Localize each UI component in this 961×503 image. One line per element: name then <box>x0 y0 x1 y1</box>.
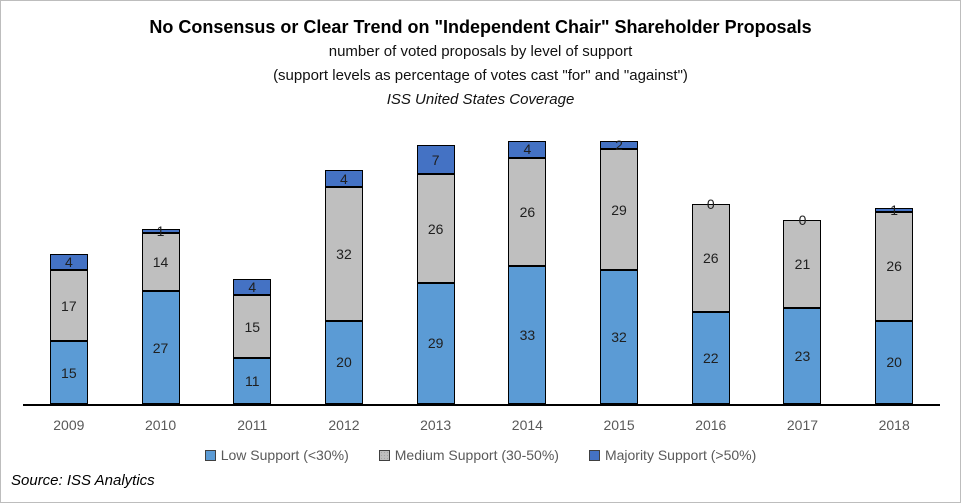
bar-slot-2009: 15 17 4 <box>23 143 115 404</box>
source-note: Source: ISS Analytics <box>11 472 155 489</box>
bar-segment-2014-series0 <box>508 266 547 404</box>
bar-segment-2011-series1 <box>233 295 272 359</box>
stacked-bar-2011: 11 15 4 <box>233 278 272 404</box>
bar-segment-2013-series1 <box>416 174 455 283</box>
stacked-bar-2016: 22 26 0 <box>691 196 730 404</box>
bar-segment-2015-series1 <box>600 149 639 271</box>
bar-segment-2011-series2 <box>233 278 272 296</box>
x-tick-label-2012: 2012 <box>328 417 360 433</box>
chart-subtitle-1: number of voted proposals by level of su… <box>328 43 633 60</box>
bar-segment-2015-series2 <box>600 141 639 150</box>
legend-item-series0: Low Support (<30%) <box>204 447 349 463</box>
bar-segment-2013-series2 <box>416 145 455 175</box>
plot-area: 15 17 4 27 14 1 11 15 4 20 32 4 29 26 7 33 26 4 32 29 2 22 26 0… <box>23 137 940 406</box>
bar-segment-2009-series2 <box>49 253 88 271</box>
chart-subtitle-2: (support levels as percentage of votes c… <box>273 67 688 84</box>
bar-segment-2017-series1 <box>783 220 822 308</box>
bar-segment-2012-series2 <box>324 170 363 187</box>
x-tick-label-2014: 2014 <box>511 417 543 433</box>
bar-segment-2010-series2 <box>141 228 180 233</box>
bar-slot-2016: 22 26 0 <box>665 143 757 404</box>
bar-segment-2018-series2 <box>875 207 914 212</box>
stacked-bar-2018: 20 26 1 <box>875 202 914 404</box>
bar-segment-2014-series2 <box>508 141 547 158</box>
bar-slot-2017: 23 21 0 <box>757 143 849 404</box>
bar-segment-2014-series1 <box>508 157 547 267</box>
legend-item-series1: Medium Support (30-50%) <box>378 447 559 463</box>
legend-label-series2: Majority Support (>50%) <box>604 447 757 463</box>
stacked-bar-2014: 33 26 4 <box>508 141 547 404</box>
stacked-bar-2013: 29 26 7 <box>416 145 455 404</box>
x-tick-label-2009: 2009 <box>53 417 85 433</box>
bar-segment-2012-series1 <box>324 186 363 321</box>
bar-slot-2015: 32 29 2 <box>573 137 665 404</box>
x-tick-label-2010: 2010 <box>144 417 177 433</box>
stacked-bar-2015: 32 29 2 <box>600 137 639 404</box>
chart-title: No Consensus or Clear Trend on "Independ… <box>149 17 812 37</box>
x-tick-label-2018: 2018 <box>878 417 910 433</box>
bar-segment-2017-series0 <box>783 307 822 404</box>
legend-label-series1: Medium Support (30-50%) <box>394 447 559 463</box>
x-tick-label-2017: 2017 <box>786 417 819 433</box>
bar-slot-2010: 27 14 1 <box>115 143 207 404</box>
bar-segment-2013-series0 <box>416 282 455 404</box>
x-axis-labels: 2009 2010 2011 2012 2013 2014 2015 2016 2017 2018 <box>23 417 940 433</box>
stacked-bar-2012: 20 32 4 <box>324 170 363 404</box>
legend-swatch-icon <box>204 449 216 461</box>
bar-slot-2012: 20 32 4 <box>298 143 390 404</box>
bar-segment-2010-series1 <box>141 232 180 292</box>
bar-segment-2009-series1 <box>49 270 88 342</box>
stacked-bar-2009: 15 17 4 <box>49 253 88 404</box>
chart-header: No Consensus or Clear Trend on "Independ… <box>1 1 960 112</box>
x-tick-label-2015: 2015 <box>603 417 635 433</box>
x-tick-label-2013: 2013 <box>420 417 452 433</box>
bar-segment-2016-series0 <box>691 312 730 404</box>
bar-segment-2018-series1 <box>875 211 914 321</box>
legend-swatch-icon <box>588 449 600 461</box>
chart-subtitle-3: ISS United States Coverage <box>386 91 575 108</box>
bar-slot-2011: 11 15 4 <box>206 143 298 404</box>
stacked-bar-2010: 27 14 1 <box>141 223 180 404</box>
x-tick-label-2011: 2011 <box>237 417 268 433</box>
legend-item-series2: Majority Support (>50%) <box>588 447 757 463</box>
bar-segment-2016-series1 <box>691 203 730 313</box>
bar-segment-2010-series0 <box>141 291 180 404</box>
bar-segment-2012-series0 <box>324 320 363 404</box>
stacked-bar-2017: 23 21 0 <box>783 212 822 404</box>
legend-label-series0: Low Support (<30%) <box>220 447 349 463</box>
x-tick-label-2016: 2016 <box>695 417 727 433</box>
legend-swatch-icon <box>378 449 390 461</box>
bar-segment-2011-series0 <box>233 358 272 404</box>
bar-slot-2018: 20 26 1 <box>848 143 940 404</box>
bar-segment-2018-series0 <box>875 320 914 404</box>
legend: Low Support (<30%) Medium Support (30-50%… <box>1 447 960 463</box>
bar-segment-2009-series0 <box>49 341 88 404</box>
bar-slot-2014: 33 26 4 <box>482 141 574 404</box>
bar-segment-2015-series0 <box>600 270 639 404</box>
bar-slot-2013: 29 26 7 <box>390 143 482 404</box>
